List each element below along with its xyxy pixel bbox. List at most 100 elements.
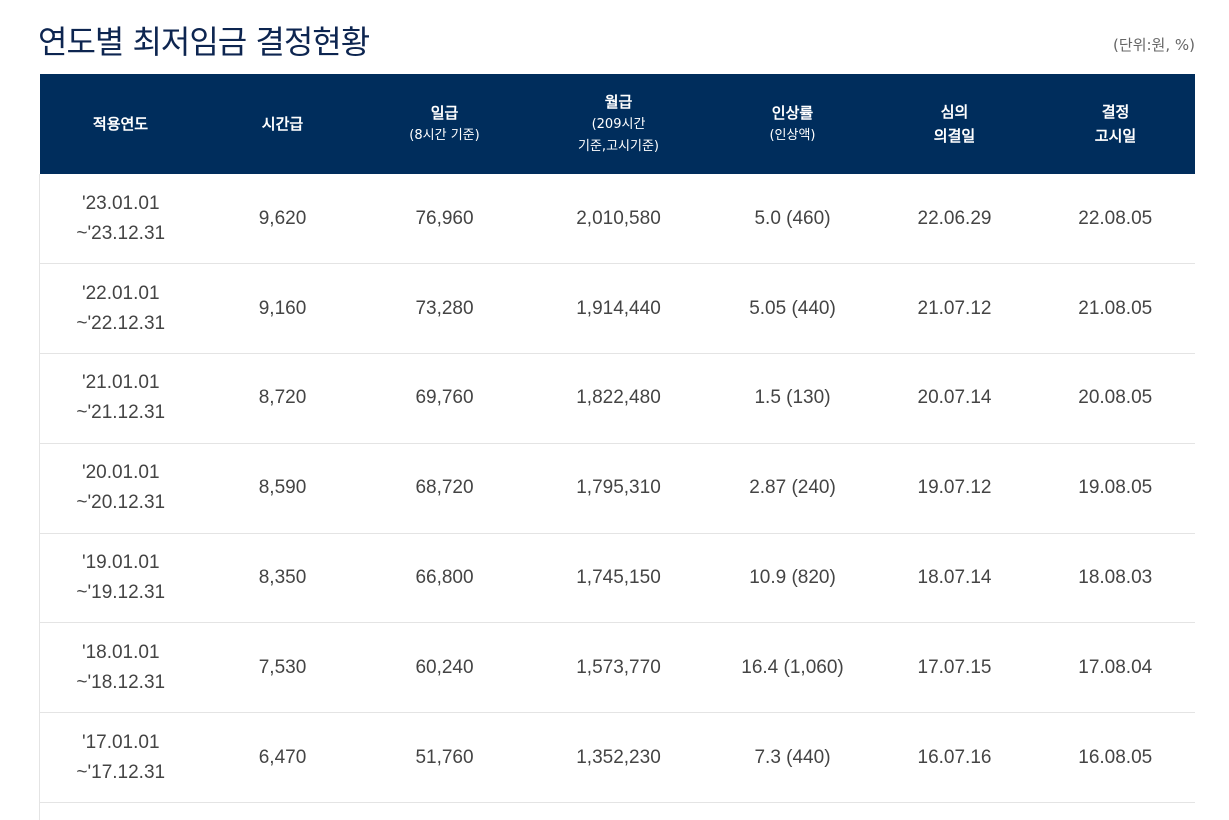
cell-notice-date: 16.08.05: [1035, 712, 1195, 803]
cell-rate: 1.5 (130): [754, 387, 831, 409]
header-hourly: 시간급: [202, 74, 364, 174]
header-review-line2: 의결일: [933, 127, 976, 145]
cell-hourly: 8,350: [258, 567, 307, 589]
period-start: '22.01.01: [81, 282, 160, 304]
cell-daily: 51,760: [415, 746, 474, 768]
cell-review-date: 20.07.14: [917, 387, 992, 409]
cell-hourly: 9,620: [258, 207, 307, 229]
cell-monthly: 1,914,440: [576, 297, 661, 319]
cell-review-date: 22.06.29: [917, 207, 992, 229]
period-start: '21.01.01: [81, 372, 160, 394]
cell-rate: 16.4 (1,060): [741, 656, 844, 678]
cell-period: '21.01.01 ~'21.12.31: [39, 353, 202, 444]
period-end: ~'22.12.31: [76, 312, 166, 334]
header-monthly-label: 월급: [604, 93, 633, 111]
cell-daily: 76,960: [415, 207, 474, 229]
header-row: 적용연도 시간급 일급 (8시간 기준) 월급 (209시간 기준,고시기준) …: [39, 74, 1196, 174]
header-year-label: 적용연도: [92, 115, 149, 133]
cell-period: '17.01.01 ~'17.12.31: [39, 712, 202, 803]
minimum-wage-table: 적용연도 시간급 일급 (8시간 기준) 월급 (209시간 기준,고시기준) …: [39, 74, 1195, 820]
cell-notice-date: 18.08.03: [1035, 533, 1195, 623]
table-row: '18.01.01 ~'18.12.31 7,530 60,240 1,573,7…: [39, 622, 1195, 713]
cell-period: '19.01.01 ~'19.12.31: [39, 533, 202, 623]
cell-notice-date: 22.08.05: [1035, 174, 1195, 264]
cell-notice-date: 21.08.05: [1035, 263, 1195, 354]
period-start: '23.01.01: [81, 192, 160, 214]
header-rate-sub: (인상액): [769, 128, 816, 143]
period-start: '17.01.01: [81, 731, 160, 753]
cell-empty: [712, 803, 874, 820]
period-end: ~'20.12.31: [76, 492, 166, 514]
cell-rate: 5.0 (460): [754, 207, 831, 229]
cell-period: '18.01.01 ~'18.12.31: [39, 622, 202, 713]
cell-empty: [364, 803, 526, 820]
header-monthly: 월급 (209시간 기준,고시기준): [526, 74, 712, 174]
header-monthly-sub2: 기준,고시기준): [578, 139, 659, 154]
header-hourly-label: 시간급: [261, 115, 304, 133]
header-rate: 인상률 (인상액): [712, 74, 874, 174]
cell-notice-date: 20.08.05: [1035, 353, 1195, 444]
cell-review-date: 16.07.16: [917, 746, 992, 768]
cell-rate: 2.87 (240): [749, 477, 836, 499]
cell-rate: 10.9 (820): [749, 567, 836, 589]
cell-period: '20.01.01 ~'20.12.31: [39, 443, 202, 534]
period-start: '18.01.01: [81, 641, 160, 663]
cell-period: '23.01.01 ~'23.12.31: [39, 174, 202, 264]
unit-note: (단위:원, %): [1113, 36, 1195, 54]
cell-empty: [202, 803, 364, 820]
cell-monthly: 1,822,480: [576, 387, 661, 409]
period-end: ~'18.12.31: [76, 671, 166, 693]
period-start: '20.01.01: [81, 462, 160, 484]
cell-review-date: 17.07.15: [917, 656, 992, 678]
table-row: '19.01.01 ~'19.12.31 8,350 66,800 1,745,1…: [39, 533, 1195, 623]
period-end: ~'19.12.31: [76, 582, 166, 604]
table-row: '22.01.01 ~'22.12.31 9,160 73,280 1,914,4…: [39, 263, 1195, 354]
header-daily-sub: (8시간 기준): [409, 128, 480, 143]
cell-daily: 60,240: [415, 656, 474, 678]
cell-monthly: 1,745,150: [576, 567, 661, 589]
header-review-line1: 심의: [940, 103, 969, 121]
header-daily-label: 일급: [430, 104, 459, 122]
table-row: '21.01.01 ~'21.12.31 8,720 69,760 1,822,4…: [39, 353, 1195, 444]
table-row: '23.01.01 ~'23.12.31 9,620 76,960 2,010,5…: [39, 174, 1195, 264]
table-header: 적용연도 시간급 일급 (8시간 기준) 월급 (209시간 기준,고시기준) …: [39, 74, 1196, 174]
cell-empty: [526, 803, 712, 820]
cell-daily: 69,760: [415, 387, 474, 409]
cell-hourly: 8,590: [258, 477, 307, 499]
period-end: ~'17.12.31: [76, 761, 166, 783]
table-body: '23.01.01 ~'23.12.31 9,620 76,960 2,010,5…: [39, 174, 1195, 820]
cell-monthly: 2,010,580: [576, 207, 661, 229]
cell-review-date: 21.07.12: [917, 297, 992, 319]
cell-empty: [874, 803, 1036, 820]
cell-rate: 7.3 (440): [754, 746, 831, 768]
cell-review-date: 19.07.12: [917, 477, 992, 499]
cell-monthly: 1,795,310: [576, 477, 661, 499]
cell-rate: 5.05 (440): [749, 297, 836, 319]
cell-hourly: 9,160: [258, 297, 307, 319]
cell-empty: [1035, 802, 1195, 820]
header-notice-line1: 결정: [1101, 103, 1130, 121]
minimum-wage-table-container: 적용연도 시간급 일급 (8시간 기준) 월급 (209시간 기준,고시기준) …: [39, 74, 1195, 820]
cell-period: '22.01.01 ~'22.12.31: [39, 263, 202, 354]
table-row: '17.01.01 ~'17.12.31 6,470 51,760 1,352,2…: [39, 712, 1195, 803]
period-start: '19.01.01: [81, 552, 160, 574]
period-end: ~'21.12.31: [76, 402, 166, 424]
cell-notice-date: 17.08.04: [1035, 622, 1195, 713]
cell-review-date: 18.07.14: [917, 567, 992, 589]
header-rate-label: 인상률: [771, 104, 814, 122]
table-row-partial: [39, 802, 1195, 820]
cell-hourly: 7,530: [258, 656, 307, 678]
header-review: 심의 의결일: [874, 74, 1036, 174]
cell-hourly: 6,470: [258, 746, 307, 768]
cell-hourly: 8,720: [258, 387, 307, 409]
cell-monthly: 1,352,230: [576, 746, 661, 768]
period-end: ~'23.12.31: [76, 222, 166, 244]
header-notice-line2: 고시일: [1094, 127, 1137, 145]
cell-empty: [39, 802, 202, 820]
cell-notice-date: 19.08.05: [1035, 443, 1195, 534]
cell-monthly: 1,573,770: [576, 656, 661, 678]
table-row: '20.01.01 ~'20.12.31 8,590 68,720 1,795,3…: [39, 443, 1195, 534]
header-notice: 결정 고시일: [1036, 74, 1196, 174]
page-title: 연도별 최저임금 결정현황: [38, 23, 370, 61]
cell-daily: 66,800: [415, 567, 474, 589]
